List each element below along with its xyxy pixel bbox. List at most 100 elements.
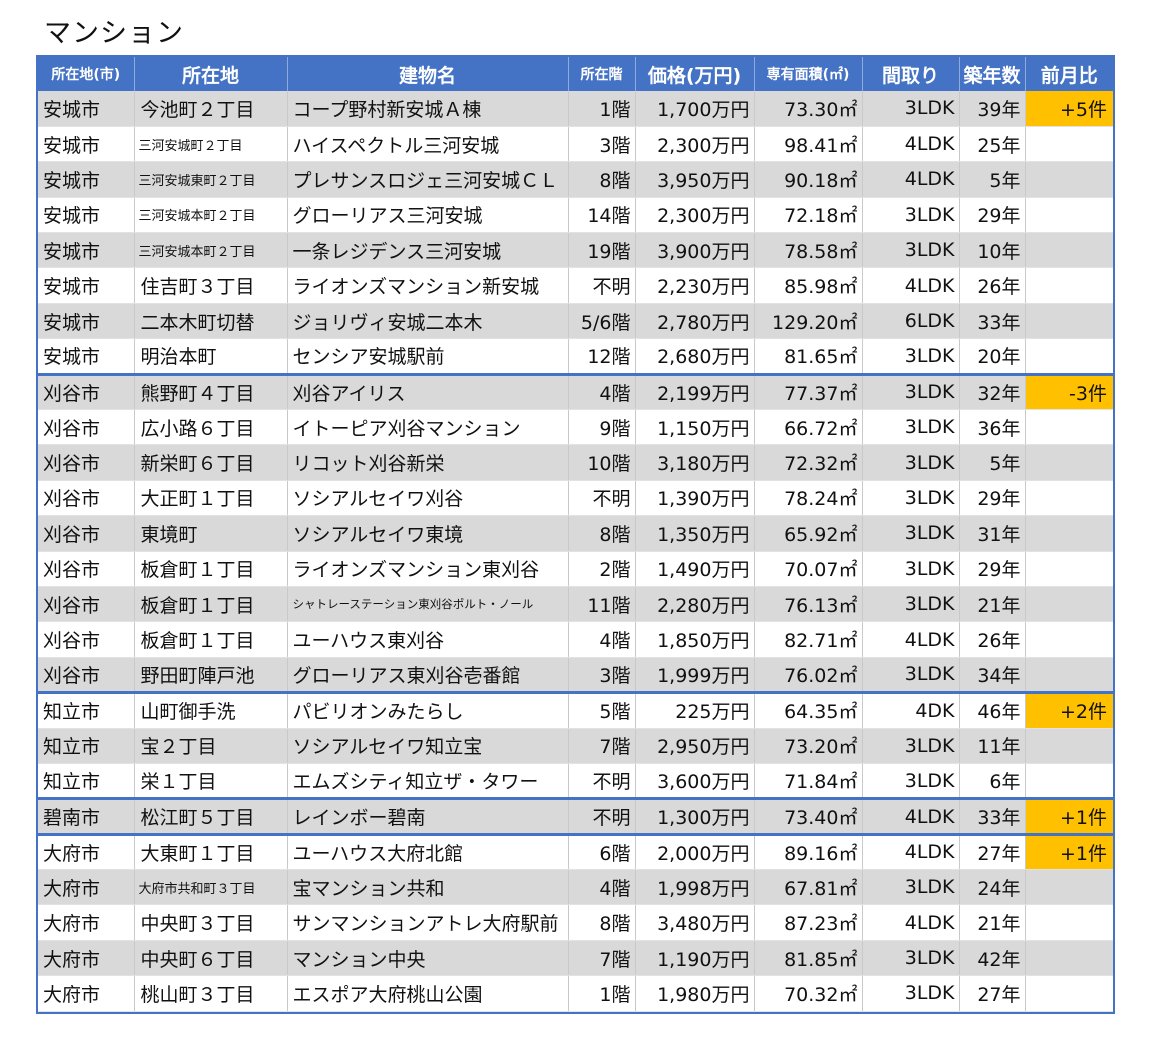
cell-change [1025, 338, 1113, 375]
cell-name: サンマンションアトレ大府駅前 [287, 904, 569, 941]
cell-change [1025, 975, 1113, 1012]
table-row: 知立市 栄１丁目 エムズシティ知立ザ・タワー 不明 3,600万円 71.84㎡ 3LDK 6… [38, 763, 1113, 800]
cell-floor: 1階 [568, 975, 636, 1012]
cell-area: 81.85㎡ [754, 940, 863, 977]
cell-price: 1,190万円 [635, 940, 755, 977]
cell-name: エムズシティ知立ザ・タワー [287, 763, 569, 800]
cell-name: グローリアス東刈谷壱番館 [287, 657, 569, 694]
cell-layout: 3LDK [862, 728, 960, 764]
cell-area: 70.07㎡ [754, 551, 863, 587]
cell-name: マンション中央 [287, 940, 569, 977]
cell-address: 山町御手洗 [134, 691, 288, 729]
cell-price: 1,980万円 [635, 975, 755, 1012]
cell-area: 73.40㎡ [754, 797, 863, 835]
cell-layout: 3LDK [862, 372, 960, 411]
table-row: 刈谷市 広小路６丁目 イトーピア刈谷マンション 9階 1,150万円 66.72㎡ 3LDK… [38, 409, 1113, 446]
cell-age: 33年 [959, 303, 1026, 340]
cell-area: 98.41㎡ [754, 126, 863, 163]
cell-layout: 3LDK [862, 444, 960, 481]
cell-change [1025, 657, 1113, 694]
header-city: 所在地(市) [38, 57, 135, 91]
cell-age: 34年 [959, 657, 1026, 694]
cell-price: 2,230万円 [635, 267, 755, 304]
cell-price: 2,680万円 [635, 338, 755, 375]
cell-age: 46年 [959, 691, 1026, 729]
table-row: 大府市 大東町１丁目 ユーハウス大府北館 6階 2,000万円 89.16㎡ 4LDK 27年… [38, 832, 1113, 871]
cell-floor: 10階 [568, 444, 636, 481]
cell-area: 87.23㎡ [754, 904, 863, 941]
cell-name: ソシアルセイワ東境 [287, 515, 569, 552]
cell-city: 安城市 [38, 303, 135, 340]
cell-area: 78.24㎡ [754, 480, 863, 517]
cell-layout: 3LDK [862, 940, 960, 977]
cell-age: 29年 [959, 551, 1026, 587]
cell-area: 66.72㎡ [754, 409, 863, 446]
cell-city: 安城市 [38, 197, 135, 234]
cell-change: +1件 [1025, 797, 1113, 835]
cell-address: 中央町３丁目 [134, 904, 288, 941]
cell-price: 1,150万円 [635, 409, 755, 446]
cell-name: コープ野村新安城Ａ棟 [287, 91, 569, 127]
cell-name: ジョリヴィ安城二本木 [287, 303, 569, 340]
cell-name: ユーハウス大府北館 [287, 832, 569, 871]
cell-area: 76.02㎡ [754, 657, 863, 694]
cell-area: 67.81㎡ [754, 869, 863, 906]
cell-price: 2,300万円 [635, 126, 755, 163]
cell-layout: 4LDK [862, 267, 960, 304]
cell-area: 71.84㎡ [754, 763, 863, 800]
table-row: 刈谷市 板倉町１丁目 シャトレーステーション東刈谷ポルト・ノール 11階 2,280万円… [38, 586, 1113, 623]
table-row: 刈谷市 板倉町１丁目 ライオンズマンション東刈谷 2階 1,490万円 70.07㎡ 3LD… [38, 551, 1113, 587]
cell-city: 刈谷市 [38, 657, 135, 694]
cell-city: 刈谷市 [38, 409, 135, 446]
cell-price: 2,199万円 [635, 372, 755, 411]
cell-floor: 7階 [568, 940, 636, 977]
cell-floor: 6階 [568, 832, 636, 871]
cell-name: イトーピア刈谷マンション [287, 409, 569, 446]
cell-change [1025, 869, 1113, 906]
cell-price: 1,490万円 [635, 551, 755, 587]
cell-age: 21年 [959, 904, 1026, 941]
table-row: 大府市 中央町３丁目 サンマンションアトレ大府駅前 8階 3,480万円 87.23㎡ 4L… [38, 904, 1113, 941]
table-row: 刈谷市 板倉町１丁目 ユーハウス東刈谷 4階 1,850万円 82.71㎡ 4LDK 26年 [38, 621, 1113, 658]
listing-table: 所在地(市) 所在地 建物名 所在階 価格(万円) 専有面積(㎡) 間取り 築年… [38, 57, 1113, 1012]
cell-layout: 3LDK [862, 91, 960, 127]
cell-price: 2,000万円 [635, 832, 755, 871]
cell-address: 大正町１丁目 [134, 480, 288, 517]
page-title: マンション [44, 18, 184, 49]
cell-age: 27年 [959, 975, 1026, 1012]
table-row: 大府市 大府市共和町３丁目 宝マンション共和 4階 1,998万円 67.81㎡ 3LDK 2… [38, 869, 1113, 906]
cell-address: 明治本町 [134, 338, 288, 375]
cell-city: 安城市 [38, 338, 135, 375]
cell-address: 板倉町１丁目 [134, 551, 288, 587]
cell-change: -3件 [1025, 372, 1113, 411]
cell-address: 二本木町切替 [134, 303, 288, 340]
cell-city: 知立市 [38, 763, 135, 800]
cell-floor: 8階 [568, 904, 636, 941]
cell-layout: 3LDK [862, 551, 960, 587]
cell-name: ハイスペクトル三河安城 [287, 126, 569, 163]
cell-change [1025, 126, 1113, 163]
header-age: 築年数 [959, 57, 1026, 91]
header-area: 専有面積(㎡) [754, 57, 863, 91]
table-row: 安城市 今池町２丁目 コープ野村新安城Ａ棟 1階 1,700万円 73.30㎡ 3LDK 39… [38, 91, 1113, 127]
cell-layout: 4LDK [862, 161, 960, 198]
table-row: 碧南市 松江町５丁目 レインボー碧南 不明 1,300万円 73.40㎡ 4LDK 33年 +1… [38, 797, 1113, 835]
cell-age: 20年 [959, 338, 1026, 375]
cell-change: +2件 [1025, 691, 1113, 729]
cell-layout: 3LDK [862, 232, 960, 269]
cell-layout: 3LDK [862, 975, 960, 1012]
cell-change [1025, 409, 1113, 446]
cell-city: 碧南市 [38, 797, 135, 835]
cell-floor: 4階 [568, 372, 636, 411]
cell-area: 89.16㎡ [754, 832, 863, 871]
cell-age: 10年 [959, 232, 1026, 269]
cell-address: 新栄町６丁目 [134, 444, 288, 481]
cell-floor: 1階 [568, 91, 636, 127]
cell-address: 栄１丁目 [134, 763, 288, 800]
cell-price: 1,350万円 [635, 515, 755, 552]
table-row: 刈谷市 東境町 ソシアルセイワ東境 8階 1,350万円 65.92㎡ 3LDK 31年 [38, 515, 1113, 552]
cell-area: 65.92㎡ [754, 515, 863, 552]
cell-price: 1,998万円 [635, 869, 755, 906]
cell-price: 1,999万円 [635, 657, 755, 694]
cell-floor: 14階 [568, 197, 636, 234]
